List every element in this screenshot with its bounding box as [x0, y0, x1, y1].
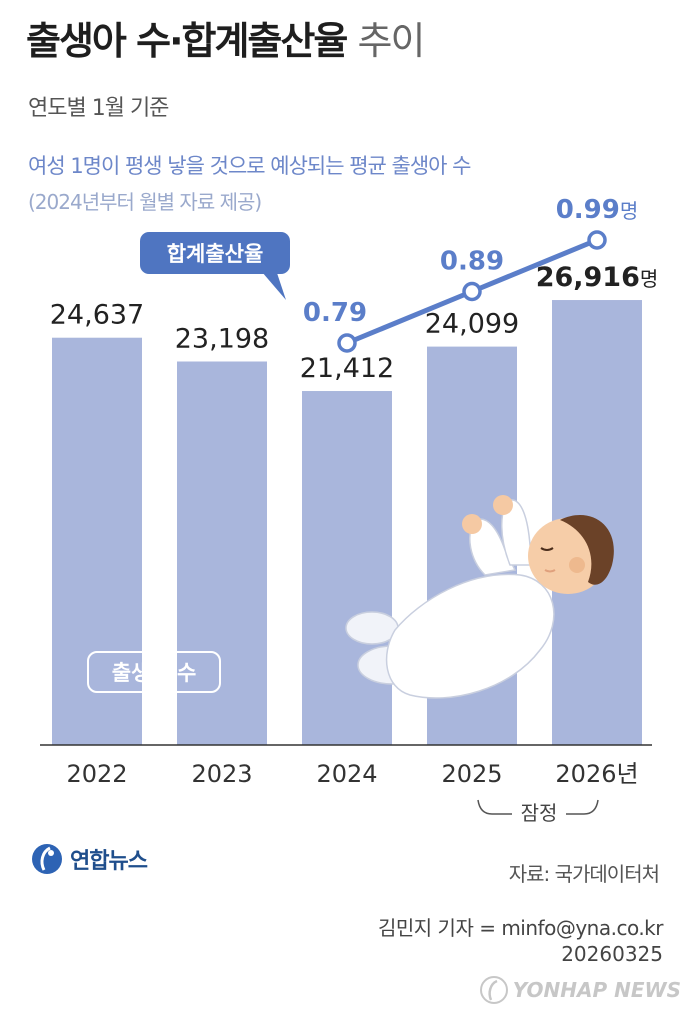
rate-value-unit: 명	[620, 199, 638, 223]
bar-2022	[52, 337, 142, 745]
rate-callout: 합계출산율	[140, 232, 290, 300]
bar-value-label: 21,412	[300, 353, 394, 384]
rate-value-label: 0.99명	[556, 195, 639, 225]
x-tick-label: 2026년	[555, 760, 638, 788]
birth-chart: 24,637 2022 23,198 2023 21,412 2024 24,099 2025…	[40, 195, 658, 825]
axis-layer: 24,637 2022 23,198 2023 21,412 2024 24,099 2025…	[40, 262, 658, 788]
logo-text: 연합뉴스	[70, 849, 148, 874]
watermark: YONHAP NEWS	[479, 975, 681, 1005]
rate-callout-pointer	[262, 270, 286, 300]
bar-value-label: 23,198	[175, 323, 269, 354]
x-tick-label: 2022	[66, 760, 127, 788]
watermark-text: YONHAP NEWS	[512, 978, 681, 1002]
bar-value-label: 26,916명	[536, 262, 659, 293]
rate-value-label: 0.79	[303, 298, 367, 328]
baby-illustration	[345, 495, 614, 699]
rate-value-label: 0.89	[440, 247, 504, 277]
chart-subtitle: 연도별 1월 기준	[28, 96, 169, 121]
rate-callout-box	[140, 232, 290, 274]
baby-cheek	[544, 569, 556, 573]
rate-point	[337, 333, 357, 353]
provisional-label: 잠정	[521, 801, 558, 825]
rate-point	[462, 281, 482, 302]
bar-callout-label: 출생아 수	[112, 661, 197, 685]
title-light: 추이	[357, 19, 426, 63]
title-main: 출생아 수·합계출산율	[26, 19, 348, 63]
provisional-bracket-left	[477, 799, 512, 815]
baby-body	[385, 573, 555, 699]
baby-ear	[569, 557, 585, 573]
chart-title: 출생아 수·합계출산율 추이	[26, 10, 426, 65]
source-text: 자료: 국가데이터처	[508, 862, 660, 886]
bars-layer	[52, 300, 642, 745]
baby-hair	[560, 515, 614, 585]
rate-description: 여성 1명이 평생 낳을 것으로 예상되는 평균 출생아 수	[28, 154, 471, 178]
watermark-icon	[479, 976, 508, 1004]
provisional-bracket-right	[566, 799, 599, 815]
rate-callout-label: 합계출산율	[167, 242, 264, 266]
rate-note: (2024년부터 월별 자료 제공)	[28, 190, 262, 214]
x-tick-label: 2024	[316, 760, 377, 788]
bar-value-label: 24,637	[50, 300, 144, 331]
x-tick-label: 2023	[191, 760, 252, 788]
yonhap-logo: 연합뉴스	[30, 842, 148, 876]
bar-2023	[177, 361, 267, 745]
baby-eye	[540, 547, 554, 551]
bar-value-unit: 명	[640, 267, 658, 291]
reporter-text: 김민지 기자 = minfo@yna.co.kr	[378, 916, 664, 940]
date-text: 20260325	[561, 942, 663, 966]
bar-value-label: 24,099	[425, 309, 519, 340]
bar-callout: 출생아 수	[87, 651, 221, 693]
yonhap-logo-icon	[32, 844, 62, 874]
provisional-bracket: 잠정	[477, 799, 599, 825]
x-tick-label: 2025	[441, 760, 502, 788]
baby-hand	[493, 495, 513, 515]
bar-callout-box	[87, 651, 221, 693]
baby-hand	[462, 514, 482, 534]
line-layer: 0.79 0.89 0.99명	[303, 195, 639, 353]
bar-2024	[302, 391, 392, 745]
rate-point	[587, 230, 607, 250]
